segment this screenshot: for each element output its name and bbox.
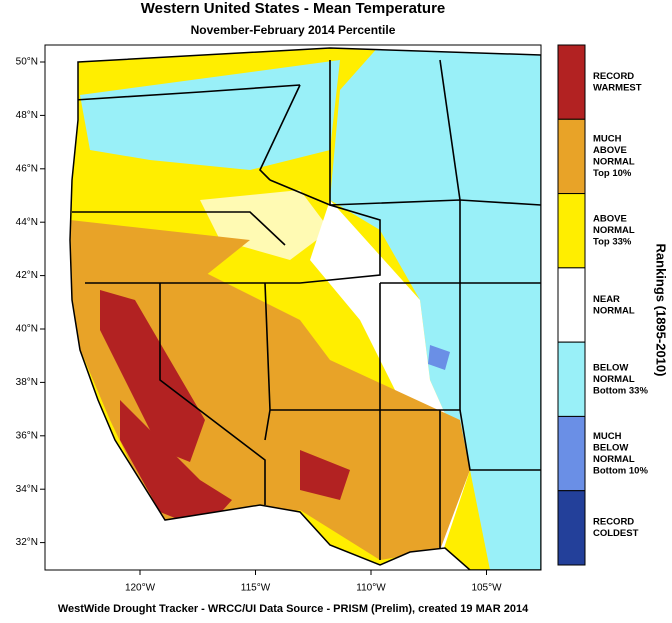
legend-label: MUCH (593, 431, 622, 442)
legend-label: NORMAL (593, 374, 635, 385)
legend-label: MUCH (593, 134, 622, 145)
legend-swatch (557, 341, 586, 417)
subtitle: November-February 2014 Percentile (191, 23, 396, 37)
lat-label: 48°N (16, 110, 38, 121)
legend-swatch (557, 44, 586, 120)
legend-label: WARMEST (593, 82, 642, 93)
legend-swatch (557, 118, 586, 195)
lon-label: 115°W (241, 583, 271, 594)
lat-label: 46°N (16, 163, 38, 174)
lat-label: 40°N (16, 324, 38, 335)
footer: WestWide Drought Tracker - WRCC/UI Data … (58, 603, 529, 615)
legend-swatch (557, 267, 586, 343)
legend-label: ABOVE (593, 145, 627, 156)
lat-label: 34°N (16, 484, 38, 495)
legend-label: NEAR (593, 294, 620, 305)
legend-label: NORMAL (593, 454, 635, 465)
lon-label: 105°W (471, 583, 502, 594)
legend-label: Bottom 10% (593, 465, 648, 476)
legend-label: RECORD (593, 517, 634, 528)
lat-label: 36°N (16, 430, 38, 441)
legend-label: NORMAL (593, 157, 635, 168)
lon-label: 110°W (356, 583, 386, 594)
lat-label: 50°N (16, 57, 38, 68)
legend-swatch (557, 490, 586, 566)
legend-label: ABOVE (593, 214, 627, 225)
legend-label: Bottom 33% (593, 385, 648, 396)
map (69, 47, 541, 570)
legend-label: Top 10% (593, 168, 632, 179)
legend-swatch (557, 415, 586, 492)
lat-label: 44°N (16, 217, 38, 228)
lat-label: 32°N (16, 537, 38, 548)
legend-label: RECORD (593, 71, 634, 82)
title: Western United States - Mean Temperature (141, 0, 446, 17)
lon-label: 120°W (125, 583, 156, 594)
legend-title: Rankings (1895-2010) (654, 244, 669, 377)
lat-label: 42°N (16, 270, 38, 281)
map-frame (44, 44, 542, 571)
legend-label: COLDEST (593, 528, 639, 539)
legend-label: NORMAL (593, 305, 635, 316)
legend-label: Top 33% (593, 237, 632, 248)
legend-label: BELOW (593, 362, 628, 373)
legend-label: BELOW (593, 442, 628, 453)
lat-label: 38°N (16, 377, 38, 388)
legend-swatch (557, 193, 586, 269)
legend-label: NORMAL (593, 225, 635, 236)
